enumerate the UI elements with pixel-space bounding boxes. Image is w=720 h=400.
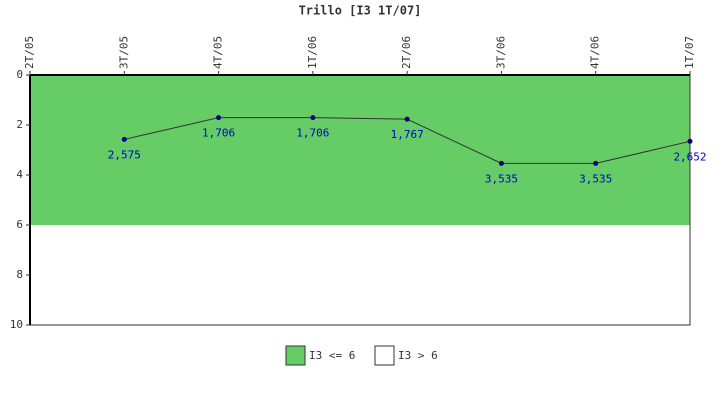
point bbox=[593, 160, 599, 166]
band bbox=[30, 225, 690, 325]
chart-title: Trillo [I3 1T/07] bbox=[299, 4, 422, 18]
y-tick-label: 8 bbox=[16, 268, 23, 281]
y-tick-label: 2 bbox=[16, 118, 23, 131]
x-tick-label: 4T/05 bbox=[212, 36, 225, 69]
value-label: 3,535 bbox=[579, 172, 612, 185]
point bbox=[687, 138, 693, 144]
legend-label: I3 > 6 bbox=[398, 349, 438, 362]
y-tick-label: 4 bbox=[16, 168, 23, 181]
point bbox=[498, 160, 504, 166]
point bbox=[121, 136, 127, 142]
value-label: 1,767 bbox=[391, 128, 424, 141]
point bbox=[310, 115, 316, 121]
x-tick-label: 3T/06 bbox=[494, 36, 507, 69]
x-tick-label: 4T/06 bbox=[589, 36, 602, 69]
value-label: 3,535 bbox=[485, 172, 518, 185]
value-label: 2,575 bbox=[108, 148, 141, 161]
y-tick-label: 10 bbox=[10, 318, 23, 331]
x-tick-label: 3T/05 bbox=[117, 36, 130, 69]
value-label: 1,706 bbox=[296, 127, 329, 140]
x-tick-label: 2T/06 bbox=[400, 36, 413, 69]
value-label: 2,652 bbox=[673, 150, 706, 163]
band bbox=[30, 75, 690, 225]
point bbox=[404, 116, 410, 122]
x-tick-label: 2T/05 bbox=[23, 36, 36, 69]
value-label: 1,706 bbox=[202, 127, 235, 140]
legend-swatch bbox=[374, 345, 395, 366]
legend-swatch bbox=[285, 345, 306, 366]
legend-label: I3 <= 6 bbox=[309, 349, 355, 362]
x-tick-label: 1T/07 bbox=[683, 36, 696, 69]
y-tick-label: 6 bbox=[16, 218, 23, 231]
y-tick-label: 0 bbox=[16, 68, 23, 81]
x-tick-label: 1T/06 bbox=[306, 36, 319, 69]
point bbox=[216, 115, 222, 121]
